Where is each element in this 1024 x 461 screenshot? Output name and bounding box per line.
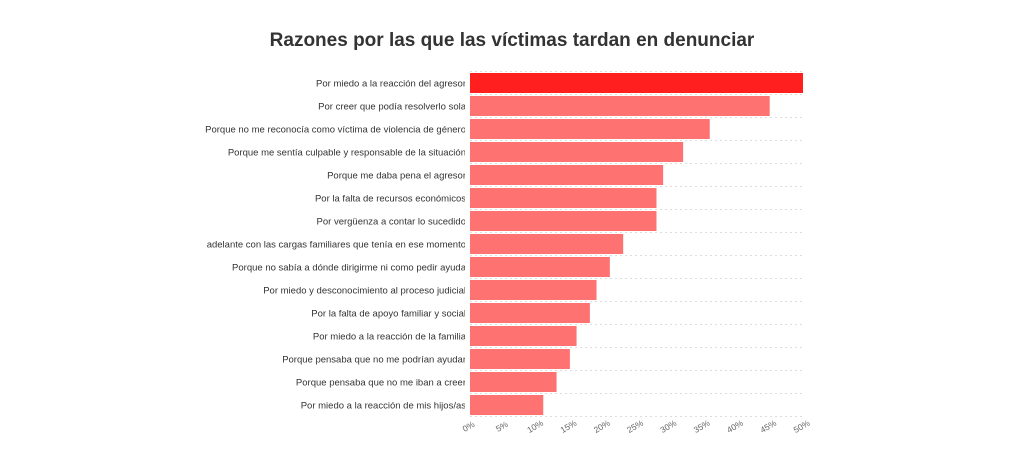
category-label: Por miedo a la reacción de la familia [313, 332, 467, 343]
category-label: Por la falta de recursos económicos [315, 194, 466, 205]
bar [470, 165, 664, 185]
category-label: Por creer que podía resolverlo sola [318, 102, 467, 113]
bar [470, 257, 610, 277]
x-tick-label: 20% [592, 418, 612, 435]
x-tick-label: 5% [494, 419, 510, 434]
category-label: Por vergüenza a contar lo sucedido [317, 217, 466, 228]
x-tick-label: 25% [625, 418, 645, 435]
x-tick-label: 15% [559, 418, 579, 435]
category-label: Por miedo a la reacción del agresor [316, 79, 466, 90]
category-label: Porque pensaba que no me podrían ayudar [282, 355, 466, 366]
x-tick-label: 30% [658, 418, 678, 435]
category-label: Porque pensaba que no me iban a creer [296, 378, 466, 389]
bar [470, 280, 597, 300]
x-tick-label: 45% [758, 418, 778, 435]
category-label: Por miedo a la reacción de mis hijos/as [301, 401, 467, 412]
category-label: Por miedo y desconocimiento al proceso j… [263, 286, 466, 297]
bar [470, 96, 770, 116]
x-tick-label: 10% [525, 418, 545, 435]
bar [470, 372, 557, 392]
category-label: Por tener que salir adelante con las car… [126, 240, 466, 251]
x-tick-label: 50% [792, 418, 812, 435]
bar [470, 395, 544, 415]
category-label: Por la falta de apoyo familiar y social [311, 309, 466, 320]
bar [470, 234, 624, 254]
bar [470, 142, 684, 162]
bar [470, 73, 803, 93]
category-label: Porque no me reconocía como víctima de v… [205, 125, 466, 136]
bar [470, 326, 577, 346]
bar [470, 119, 710, 139]
category-label: Porque me sentía culpable y responsable … [228, 148, 466, 159]
x-tick-label: 40% [725, 418, 745, 435]
bar [470, 303, 590, 323]
x-tick-label: 35% [692, 418, 712, 435]
bar [470, 188, 657, 208]
bar [470, 211, 657, 231]
x-tick-label: 0% [461, 419, 477, 434]
bar [470, 349, 570, 369]
category-label: Porque me daba pena el agresor [327, 171, 466, 182]
category-label: Porque no sabía a dónde dirigirme ni com… [232, 263, 467, 274]
chart-title: Razones por las que las víctimas tardan … [269, 30, 755, 51]
